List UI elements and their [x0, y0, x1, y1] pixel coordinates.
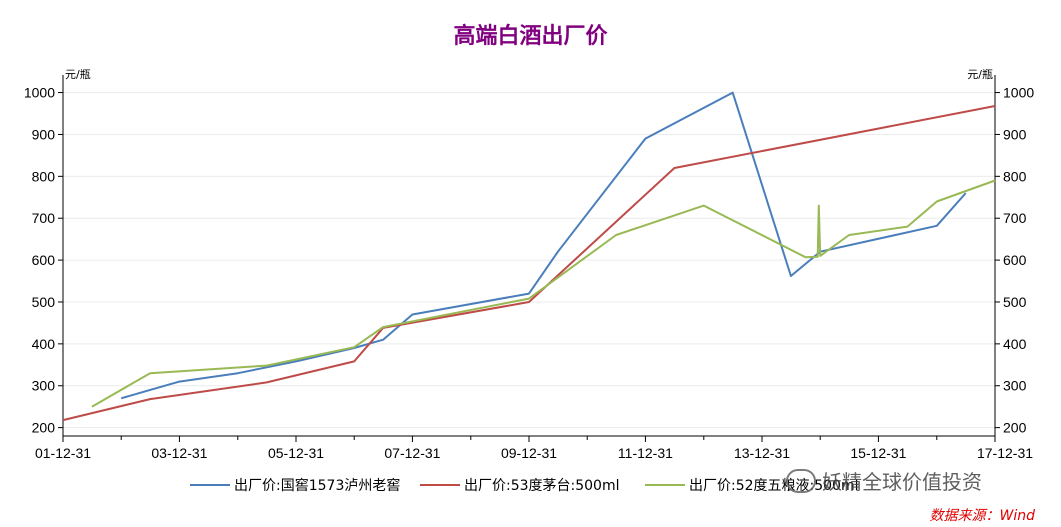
x-tick-label-01-12-31: 01-12-31 [35, 445, 91, 461]
legend-swatch-wuliangye [645, 484, 685, 486]
series-line-0 [120, 91, 967, 400]
x-tick-label-05-12-31: 05-12-31 [268, 445, 324, 461]
legend: 出厂价:国窖1573泸州老窖 出厂价:53度茅台:500ml 出厂价:52度五粮… [0, 475, 1061, 497]
data-source: 数据来源：Wind [929, 508, 1036, 524]
x-tick-label-17-12-31: 17-12-31 [977, 445, 1033, 461]
y-tick-label-right-400: 400 [1003, 336, 1027, 352]
legend-item-maotai: 出厂价:53度茅台:500ml [420, 475, 620, 495]
legend-swatch-guojiao [190, 484, 230, 486]
y-tick-label-right-300: 300 [1003, 378, 1027, 394]
y-tick-label-right-1000: 1000 [1003, 85, 1034, 101]
legend-label-guojiao: 出厂价:国窖1573泸州老窖 [234, 478, 401, 494]
y-tick-label-left-600: 600 [32, 252, 56, 268]
axes [58, 75, 1000, 442]
x-tick-label-15-12-31: 15-12-31 [850, 445, 906, 461]
series-line-2 [91, 179, 996, 408]
y-tick-label-left-400: 400 [32, 336, 56, 352]
y-tick-label-right-900: 900 [1003, 126, 1027, 142]
watermark-text: 妖精全球价值投资 [822, 470, 982, 494]
legend-item-guojiao: 出厂价:国窖1573泸州老窖 [190, 475, 400, 495]
y-tick-label-right-500: 500 [1003, 294, 1027, 310]
series-lines [62, 91, 996, 422]
y-tick-label-left-1000: 1000 [24, 85, 55, 101]
y-tick-label-left-200: 200 [32, 420, 56, 436]
x-tick-label-03-12-31: 03-12-31 [151, 445, 207, 461]
tick-labels: 200 200 300 300 400 400 500 500 600 600 700 700 800 8… [24, 85, 1035, 461]
series-line-1 [62, 105, 996, 422]
grid-lines [63, 92, 995, 429]
legend-label-wuliangye: 出厂价:52度五粮液:500ml [689, 478, 859, 494]
y-tick-label-left-700: 700 [32, 210, 56, 226]
y-tick-label-left-300: 300 [32, 378, 56, 394]
legend-item-wuliangye: 出厂价:52度五粮液:500ml [645, 475, 859, 495]
y-tick-label-left-900: 900 [32, 126, 56, 142]
x-tick-label-13-12-31: 13-12-31 [734, 445, 790, 461]
legend-label-maotai: 出厂价:53度茅台:500ml [464, 478, 620, 494]
watermark: 妖精全球价值投资 [786, 466, 982, 495]
y-tick-label-right-600: 600 [1003, 252, 1027, 268]
x-tick-label-11-12-31: 11-12-31 [618, 445, 673, 461]
x-tick-label-07-12-31: 07-12-31 [384, 445, 440, 461]
y-tick-label-left-500: 500 [32, 294, 56, 310]
x-tick-label-09-12-31: 09-12-31 [501, 445, 557, 461]
wechat-icon [786, 468, 816, 493]
chart-title: 高端白酒出厂价 [453, 24, 608, 49]
y-axis-unit-right: 元/瓶 [967, 67, 993, 81]
legend-swatch-maotai [420, 484, 460, 486]
y-tick-label-right-200: 200 [1003, 420, 1027, 436]
y-tick-label-right-700: 700 [1003, 210, 1027, 226]
y-axis-unit-left: 元/瓶 [65, 67, 91, 81]
y-tick-label-left-800: 800 [32, 168, 56, 184]
y-tick-label-right-800: 800 [1003, 168, 1027, 184]
